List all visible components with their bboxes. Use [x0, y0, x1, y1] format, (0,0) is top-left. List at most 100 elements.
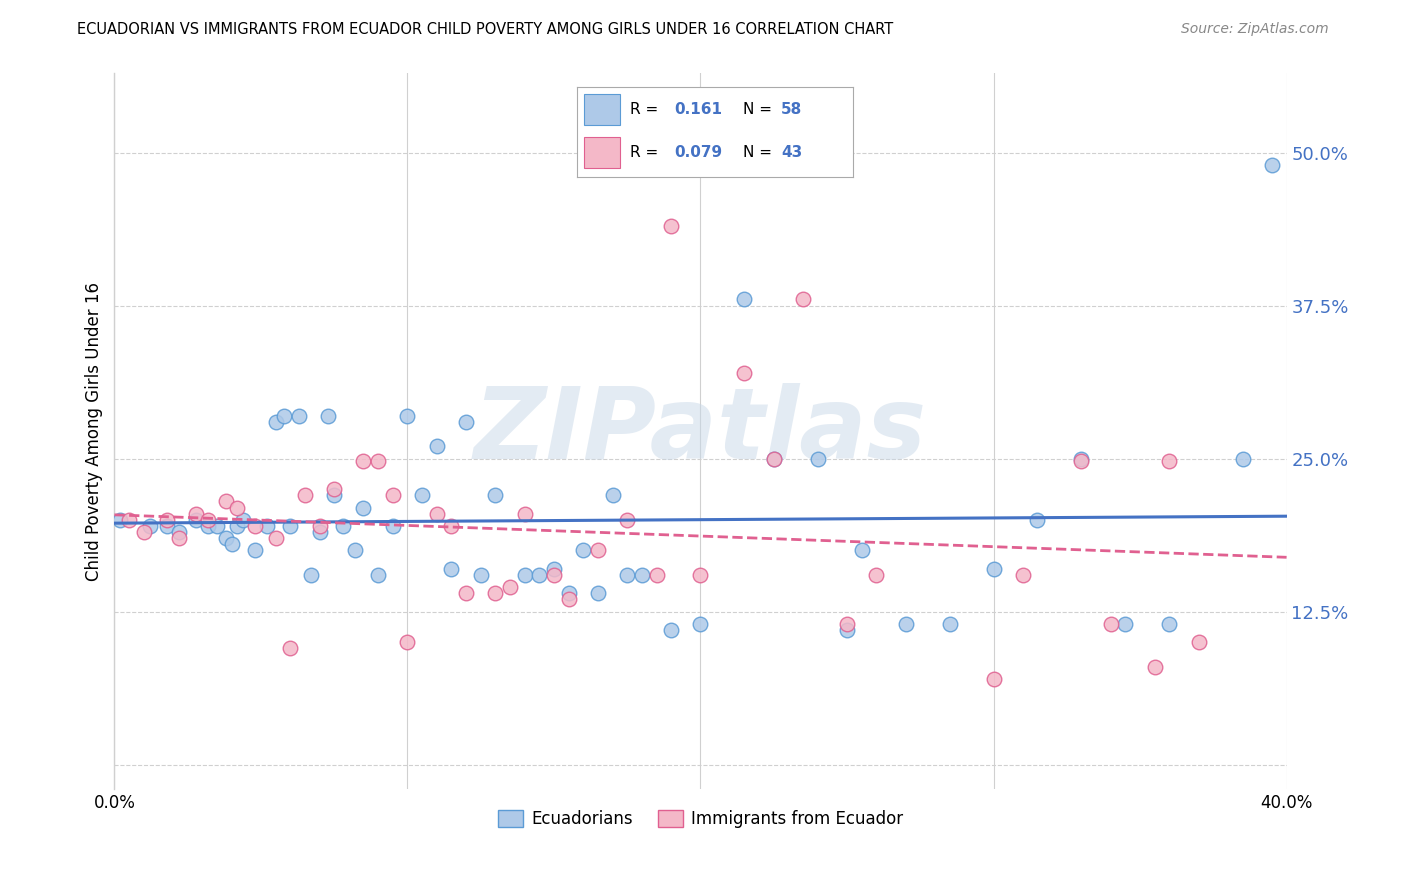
Point — [156, 513, 179, 527]
Point — [118, 513, 141, 527]
Point — [353, 500, 375, 515]
Y-axis label: Child Poverty Among Girls Under 16: Child Poverty Among Girls Under 16 — [86, 282, 103, 581]
Point — [851, 543, 873, 558]
Point — [543, 568, 565, 582]
Point — [689, 616, 711, 631]
Point — [440, 562, 463, 576]
Point — [586, 543, 609, 558]
Point — [454, 586, 477, 600]
Point — [513, 507, 536, 521]
Point — [1159, 454, 1181, 468]
Point — [470, 568, 492, 582]
Point — [807, 451, 830, 466]
Point — [197, 513, 219, 527]
Point — [1026, 513, 1049, 527]
Point — [411, 488, 433, 502]
Point — [440, 519, 463, 533]
Point — [572, 543, 595, 558]
Point — [226, 519, 249, 533]
Point — [232, 513, 254, 527]
Point — [186, 507, 208, 521]
Point — [243, 543, 266, 558]
Point — [299, 568, 322, 582]
Point — [1114, 616, 1136, 631]
Point — [332, 519, 354, 533]
Point — [426, 507, 449, 521]
Point — [396, 409, 419, 423]
Point — [557, 592, 579, 607]
Point — [762, 451, 785, 466]
Point — [602, 488, 624, 502]
Point — [484, 488, 506, 502]
Point — [983, 672, 1005, 686]
Point — [616, 513, 638, 527]
Point — [308, 525, 330, 540]
Point — [1188, 635, 1211, 649]
Point — [733, 366, 755, 380]
Point — [1011, 568, 1033, 582]
Point — [256, 519, 278, 533]
Point — [367, 568, 389, 582]
Point — [529, 568, 551, 582]
Point — [835, 623, 858, 637]
Point — [645, 568, 668, 582]
Point — [557, 586, 579, 600]
Legend: Ecuadorians, Immigrants from Ecuador: Ecuadorians, Immigrants from Ecuador — [491, 803, 910, 835]
Text: Source: ZipAtlas.com: Source: ZipAtlas.com — [1181, 22, 1329, 37]
Point — [426, 439, 449, 453]
Point — [318, 409, 340, 423]
Point — [381, 519, 404, 533]
Point — [308, 519, 330, 533]
Point — [1143, 660, 1166, 674]
Point — [396, 635, 419, 649]
Point — [353, 454, 375, 468]
Point — [938, 616, 960, 631]
Point — [167, 525, 190, 540]
Point — [659, 623, 682, 637]
Point — [132, 525, 155, 540]
Point — [343, 543, 366, 558]
Point — [215, 494, 238, 508]
Point — [543, 562, 565, 576]
Point — [659, 219, 682, 233]
Point — [278, 641, 301, 656]
Point — [243, 519, 266, 533]
Point — [221, 537, 243, 551]
Point — [226, 500, 249, 515]
Point — [367, 454, 389, 468]
Point — [197, 519, 219, 533]
Point — [983, 562, 1005, 576]
Point — [865, 568, 887, 582]
Point — [288, 409, 311, 423]
Point — [792, 293, 814, 307]
Point — [323, 488, 346, 502]
Point — [835, 616, 858, 631]
Point — [1070, 454, 1092, 468]
Point — [264, 531, 287, 545]
Point — [484, 586, 506, 600]
Point — [1159, 616, 1181, 631]
Point — [138, 519, 160, 533]
Point — [894, 616, 917, 631]
Point — [454, 415, 477, 429]
Point — [1099, 616, 1122, 631]
Point — [215, 531, 238, 545]
Text: ECUADORIAN VS IMMIGRANTS FROM ECUADOR CHILD POVERTY AMONG GIRLS UNDER 16 CORRELA: ECUADORIAN VS IMMIGRANTS FROM ECUADOR CH… — [77, 22, 894, 37]
Point — [733, 293, 755, 307]
Point — [273, 409, 295, 423]
Point — [205, 519, 228, 533]
Point — [156, 519, 179, 533]
Point — [186, 513, 208, 527]
Point — [278, 519, 301, 533]
Point — [616, 568, 638, 582]
Point — [631, 568, 654, 582]
Point — [294, 488, 316, 502]
Point — [110, 513, 132, 527]
Point — [1232, 451, 1254, 466]
Point — [264, 415, 287, 429]
Point — [381, 488, 404, 502]
Point — [1070, 451, 1092, 466]
Point — [323, 482, 346, 496]
Point — [689, 568, 711, 582]
Point — [586, 586, 609, 600]
